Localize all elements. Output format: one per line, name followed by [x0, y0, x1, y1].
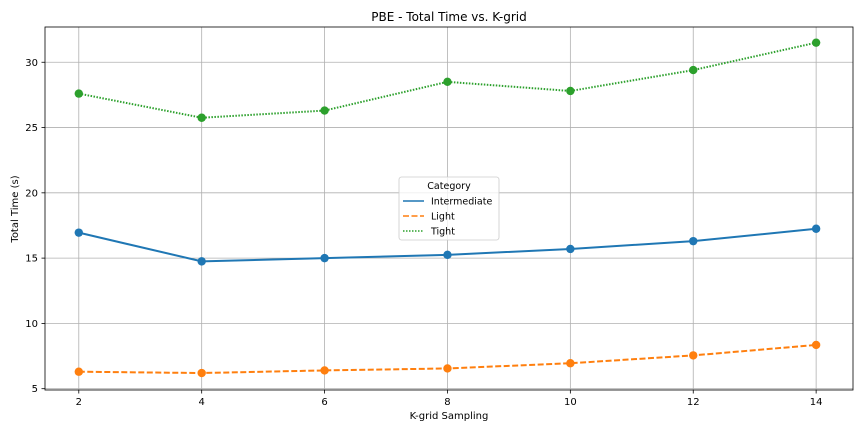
data-point-intermediate [320, 253, 329, 263]
data-point-light [320, 366, 329, 375]
y-tick-label: 10 [25, 319, 38, 330]
data-point-tight [443, 77, 452, 87]
data-point-light [74, 367, 83, 376]
legend: Category Intermediate Light Tight [398, 176, 500, 241]
data-point-tight [566, 86, 575, 96]
y-tick-label: 30 [25, 58, 38, 69]
data-point-tight [811, 38, 821, 47]
plot-area [44, 26, 854, 391]
y-tick-label: 20 [25, 188, 38, 199]
grid [45, 27, 853, 390]
data-point-intermediate [689, 236, 698, 246]
legend-label-intermediate: Intermediate [431, 197, 492, 208]
data-point-light [197, 368, 206, 378]
x-tick-label: 12 [687, 397, 700, 408]
data-point-light [811, 340, 821, 350]
series-layer [74, 38, 821, 378]
x-tick-label: 4 [198, 397, 204, 408]
legend-label-light: Light [431, 212, 455, 223]
data-point-intermediate [197, 257, 206, 266]
data-point-tight [197, 113, 206, 122]
x-tick-label: 6 [321, 397, 327, 408]
x-axis-label: K-grid Sampling [410, 411, 489, 422]
data-point-intermediate [443, 250, 452, 260]
legend-title: Category [427, 181, 471, 192]
data-point-intermediate [811, 224, 821, 233]
y-tick-label: 15 [25, 254, 38, 265]
data-point-light [443, 364, 452, 373]
x-tick-label: 14 [810, 397, 823, 408]
data-point-tight [74, 89, 83, 98]
y-axis-label: Total Time (s) [10, 175, 21, 243]
series-tight [74, 38, 821, 122]
data-point-light [566, 359, 575, 368]
x-tick-label: 8 [444, 397, 450, 408]
y-tick-label: 5 [32, 384, 38, 395]
x-axis: 2 4 6 8 10 12 14 [76, 390, 823, 408]
data-point-intermediate [566, 244, 575, 254]
data-point-tight [689, 65, 698, 75]
data-point-light [689, 351, 698, 360]
legend-label-tight: Tight [430, 227, 455, 238]
chart-title: PBE - Total Time vs. K-grid [371, 10, 526, 24]
x-tick-label: 10 [564, 397, 577, 408]
series-light [74, 340, 821, 378]
y-tick-label: 25 [25, 123, 38, 134]
data-point-intermediate [74, 228, 83, 237]
data-point-tight [320, 106, 329, 115]
legend-box [398, 176, 500, 241]
y-axis: 5 10 15 20 25 30 [25, 58, 45, 395]
x-tick-label: 2 [76, 397, 82, 408]
series-intermediate [74, 224, 821, 266]
